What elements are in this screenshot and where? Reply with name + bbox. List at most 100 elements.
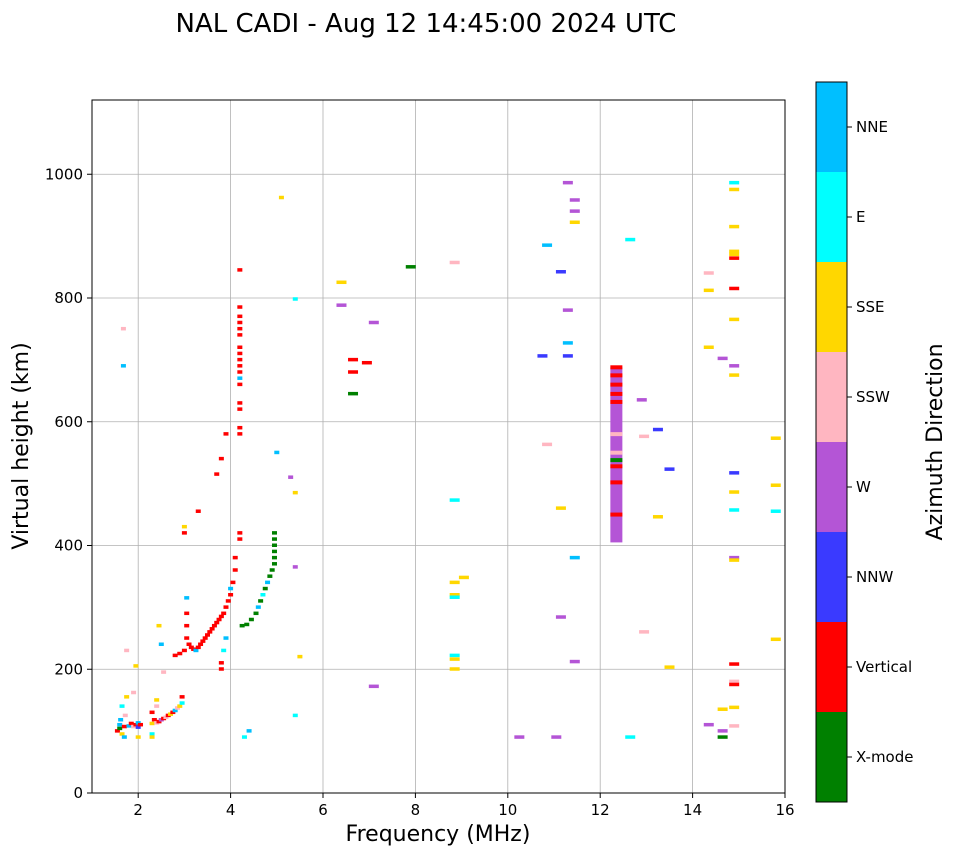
echo-point-79 — [223, 636, 229, 640]
x-tick-label-4: 10 — [498, 801, 517, 819]
echo-point-31 — [156, 719, 162, 724]
echo-point-97 — [271, 562, 277, 566]
echo-point-109 — [237, 425, 243, 430]
echo-point-130 — [278, 195, 284, 200]
echo-point-112 — [237, 382, 243, 387]
bar-mark-6 — [610, 450, 623, 455]
echo-point-7 — [122, 713, 128, 718]
echo-point-105 — [246, 729, 252, 733]
echo-point-22 — [120, 326, 126, 331]
echo-point-203 — [729, 724, 740, 728]
echo-point-42 — [179, 695, 185, 699]
echo-point-99 — [271, 549, 277, 554]
echo-point-83 — [214, 472, 220, 476]
echo-point-171 — [639, 630, 650, 634]
colorbar-segment-ssw — [816, 352, 847, 442]
echo-point-11 — [128, 721, 134, 726]
echo-point-91 — [258, 599, 264, 603]
plot-frame — [91, 99, 786, 794]
echo-point-122 — [237, 314, 243, 319]
echo-point-142 — [449, 498, 460, 502]
echo-point-194 — [729, 471, 740, 475]
colorbar-segment-e — [816, 172, 847, 262]
echo-point-139 — [368, 684, 379, 689]
bar-mark-10 — [610, 512, 623, 517]
echo-point-48 — [181, 648, 187, 653]
echo-point-193 — [729, 373, 740, 377]
echo-point-196 — [729, 508, 740, 512]
y-tick-label-4: 800 — [54, 289, 83, 307]
echo-point-6 — [121, 724, 127, 729]
echo-point-140 — [405, 265, 416, 269]
echo-point-158 — [562, 180, 573, 185]
colorbar-frame — [815, 81, 848, 803]
echo-point-21 — [120, 364, 126, 368]
echo-point-187 — [729, 249, 740, 254]
echo-point-0 — [114, 729, 120, 733]
colorbar-label-e: E — [856, 208, 865, 226]
echo-point-164 — [569, 220, 580, 225]
echo-point-124 — [237, 268, 243, 272]
echo-point-182 — [717, 729, 728, 733]
echo-point-183 — [717, 735, 728, 739]
colorbar-segment-w — [816, 442, 847, 532]
echo-point-36 — [168, 712, 174, 716]
echo-point-18 — [124, 648, 130, 653]
y-axis-label: Virtual height (km) — [9, 342, 34, 549]
echo-point-34 — [163, 715, 169, 720]
echo-point-82 — [195, 509, 201, 513]
grid-lines — [92, 100, 786, 794]
echo-point-137 — [361, 360, 372, 365]
echo-point-95 — [267, 574, 273, 578]
colorbar-segment-sse — [816, 262, 847, 352]
echo-point-75 — [228, 586, 234, 591]
echo-point-132 — [336, 280, 347, 285]
bar-column-0 — [610, 367, 623, 543]
echo-point-44 — [156, 623, 162, 628]
echo-point-77 — [218, 661, 224, 665]
bar-mark-1 — [610, 373, 623, 378]
echo-point-90 — [255, 605, 261, 609]
echo-point-52 — [184, 596, 190, 600]
echo-point-175 — [664, 665, 675, 669]
echo-point-93 — [262, 586, 268, 591]
echo-point-123 — [237, 305, 243, 309]
echo-point-67 — [218, 614, 224, 619]
echo-point-151 — [537, 354, 548, 358]
echo-point-180 — [717, 356, 728, 361]
echo-point-159 — [562, 308, 573, 312]
echo-point-66 — [216, 617, 222, 622]
echo-point-27 — [149, 735, 155, 739]
echo-point-24 — [151, 717, 157, 722]
echo-point-147 — [449, 653, 460, 658]
echo-point-76 — [221, 648, 227, 653]
echo-point-134 — [348, 357, 359, 362]
echo-point-204 — [770, 436, 781, 440]
echo-point-78 — [218, 667, 224, 671]
colorbar-label-w: W — [856, 478, 871, 496]
x-tick-label-6: 14 — [683, 801, 702, 819]
echo-point-138 — [368, 320, 379, 325]
echo-point-58 — [198, 642, 204, 646]
echo-point-80 — [181, 531, 187, 535]
echo-point-135 — [348, 370, 359, 374]
echo-point-86 — [239, 623, 245, 628]
echo-point-192 — [729, 364, 740, 368]
echo-point-117 — [237, 351, 243, 356]
echo-point-74 — [232, 555, 238, 560]
echo-point-108 — [237, 432, 243, 436]
echo-point-8 — [124, 695, 130, 699]
echo-point-149 — [449, 667, 460, 671]
y-tick-label-1: 200 — [54, 660, 83, 678]
echo-point-38 — [172, 708, 178, 713]
echo-point-49 — [184, 636, 190, 640]
echo-point-40 — [177, 704, 183, 708]
echo-point-107 — [237, 531, 243, 535]
y-tick-label-5: 1000 — [45, 165, 83, 183]
echo-point-45 — [161, 670, 167, 674]
y-axis-ticks: 0 200 400 600 800 1000 — [45, 165, 92, 802]
echo-point-2 — [117, 722, 123, 727]
colorbar-label-sse: SSE — [856, 298, 885, 316]
echo-point-47 — [177, 651, 183, 656]
echo-point-57 — [195, 645, 201, 650]
